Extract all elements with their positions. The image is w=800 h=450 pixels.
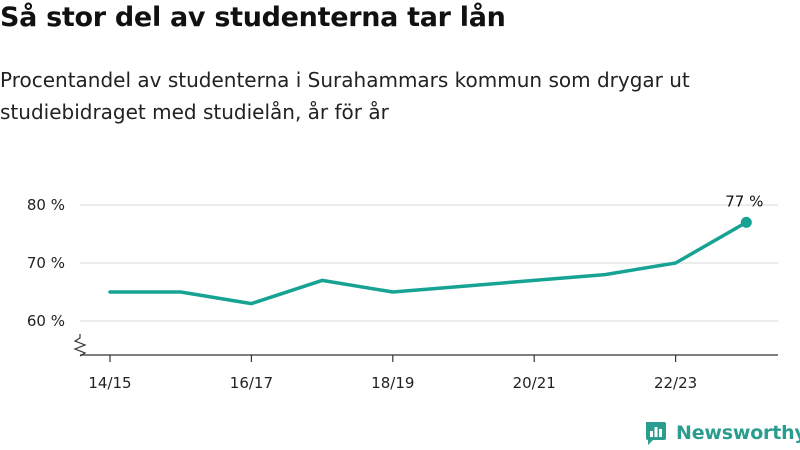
series-layer: 77 %: [110, 192, 763, 303]
end-value-label: 77 %: [725, 192, 763, 210]
x-tick-label: 18/19: [371, 374, 414, 392]
x-axis-labels: 14/15 16/17 18/19 20/21 22/23: [88, 374, 697, 392]
y-axis-labels: 60 % 70 % 80 %: [27, 196, 65, 330]
y-tick-label: 70 %: [27, 254, 65, 272]
bar-chart-logo-icon: [644, 420, 668, 446]
end-point: [741, 217, 752, 228]
y-tick-label: 60 %: [27, 312, 65, 330]
x-tick-label: 22/23: [654, 374, 697, 392]
line-chart: 60 % 70 % 80 % 14/15 16/17 18/19 20/21 22/23 7…: [0, 0, 800, 420]
brand-name: Newsworthy: [676, 422, 800, 444]
axis-break-icon: [75, 334, 85, 356]
x-tick-label: 20/21: [513, 374, 556, 392]
x-tick-label: 14/15: [88, 374, 131, 392]
x-tick-label: 16/17: [230, 374, 273, 392]
newsworthy-brand: Newsworthy: [644, 420, 800, 446]
x-axis: [75, 334, 778, 362]
y-tick-label: 80 %: [27, 196, 65, 214]
